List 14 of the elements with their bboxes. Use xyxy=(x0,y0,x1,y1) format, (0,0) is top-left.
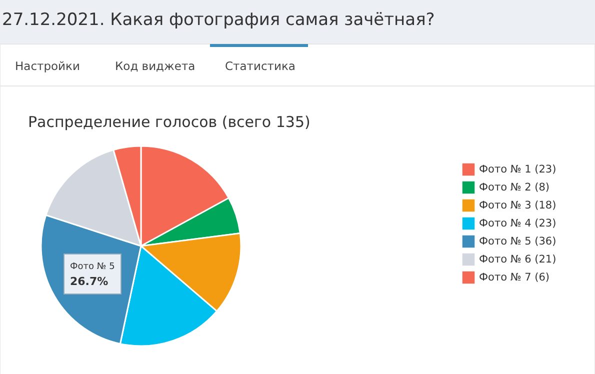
text: Статистика xyxy=(225,59,296,73)
text: Код виджета xyxy=(115,59,196,73)
legend-label: Фото № 2 (8) xyxy=(479,182,550,194)
legend-label: Фото № 4 (23) xyxy=(479,218,556,230)
legend-label: Фото № 6 (21) xyxy=(479,254,556,266)
legend-label: Фото № 1 (23) xyxy=(479,164,556,176)
slice-label: Фото № 5 xyxy=(70,262,115,272)
chart-title: 27.12.2021. Какая фотография самая зачётная? xyxy=(2,10,435,30)
category-label: Фото № 5 (36) xyxy=(479,236,556,248)
chart-subtitle: Распределение голосов (всего 135) xyxy=(28,113,310,131)
text: Настройки xyxy=(15,59,80,73)
text: 26.7% xyxy=(70,275,108,288)
legend-label: Фото № 3 (18) xyxy=(479,200,556,212)
legend-label: Фото № 7 (6) xyxy=(479,272,550,284)
